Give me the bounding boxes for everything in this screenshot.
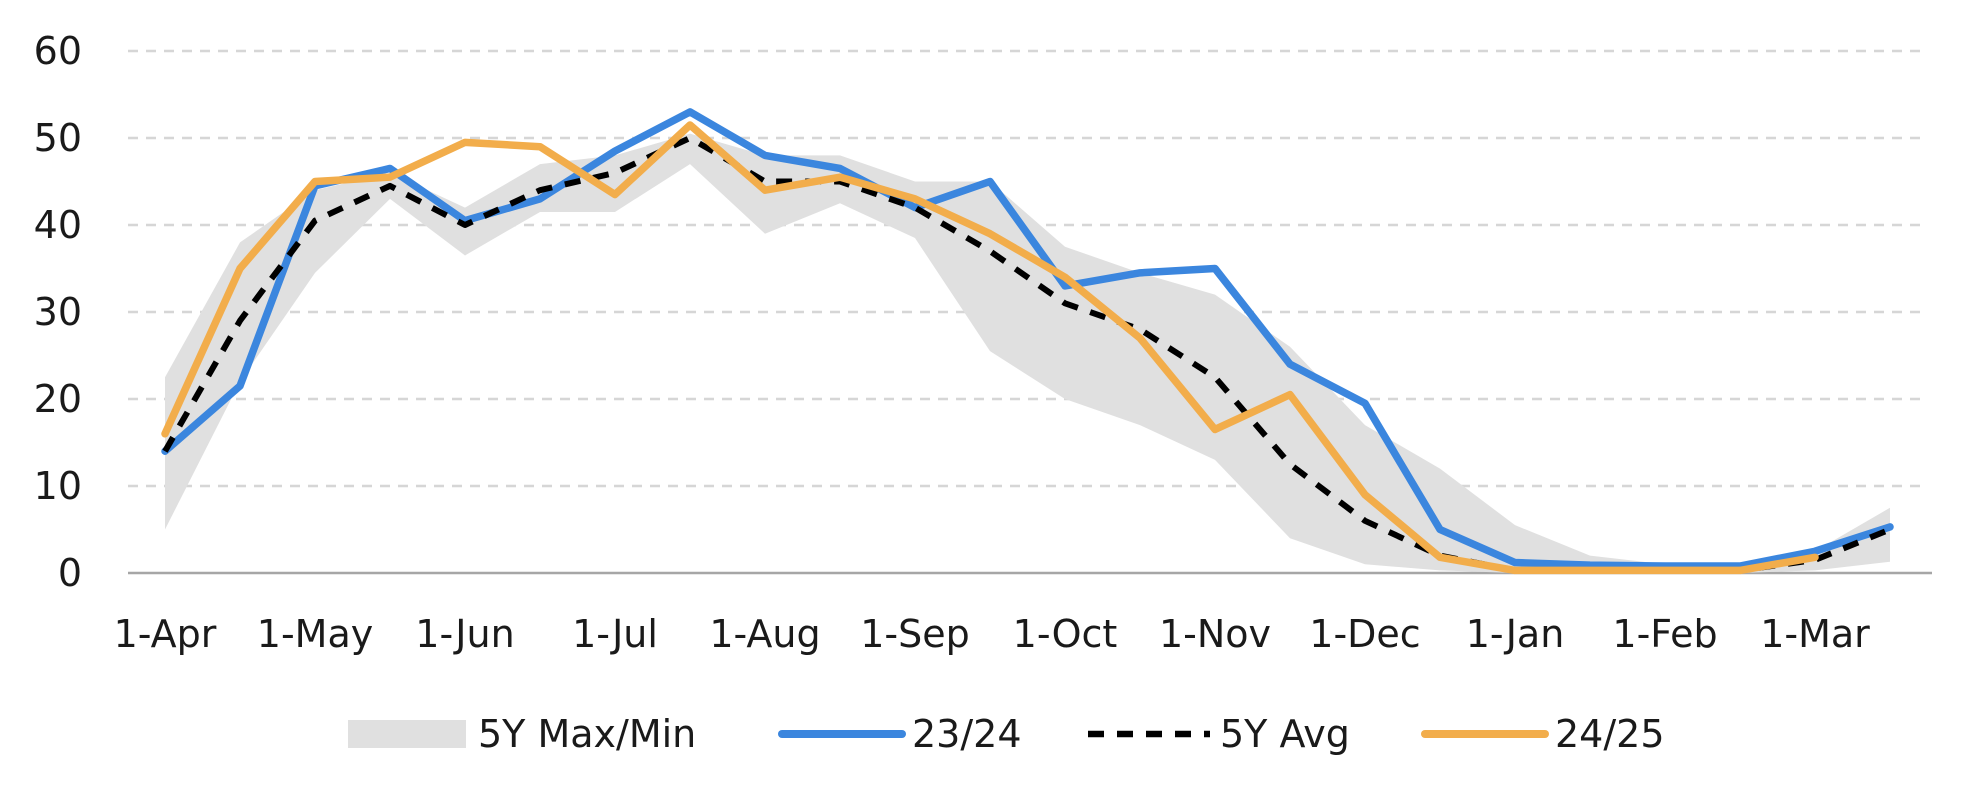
y-tick-label: 60: [34, 29, 82, 73]
y-axis: 0 10 20 30 40 50 60: [34, 29, 82, 595]
x-tick-label: 1-Mar: [1760, 612, 1870, 656]
series-line-5y-avg: [162, 135, 1892, 574]
x-tick-label: 1-Jun: [415, 612, 514, 656]
legend-label: 5Y Max/Min: [478, 712, 696, 756]
x-tick-label: 1-Aug: [709, 612, 820, 656]
legend-label: 5Y Avg: [1220, 712, 1350, 756]
x-tick-label: 1-Feb: [1612, 612, 1717, 656]
legend-label: 23/24: [912, 712, 1022, 756]
y-tick-label: 10: [34, 464, 82, 508]
x-tick-label: 1-Oct: [1013, 612, 1118, 656]
x-tick-label: 1-Nov: [1159, 612, 1271, 656]
legend-label: 24/25: [1555, 712, 1665, 756]
series-line-23-24: [161, 108, 1894, 570]
x-tick-label: 1-Jan: [1466, 612, 1565, 656]
y-tick-label: 20: [34, 377, 82, 421]
series-lines: [161, 108, 1894, 575]
y-tick-label: 30: [34, 290, 82, 334]
x-tick-label: 1-Jul: [572, 612, 658, 656]
legend: 5Y Max/Min 23/24 5Y Avg 24/25: [348, 712, 1665, 756]
band-5y-max-min: [165, 133, 1890, 573]
y-tick-label: 0: [58, 551, 82, 595]
band-layer: [165, 133, 1890, 573]
series-line-24-25: [161, 121, 1819, 575]
y-tick-label: 40: [34, 203, 82, 247]
x-axis: 1-Apr 1-May 1-Jun 1-Jul 1-Aug 1-Sep 1-Oct 1-Nov…: [114, 612, 1871, 656]
legend-swatch-5y-max-min: [348, 720, 466, 748]
x-tick-label: 1-Apr: [114, 612, 217, 656]
y-tick-label: 50: [34, 116, 82, 160]
x-tick-label: 1-Sep: [860, 612, 970, 656]
x-tick-label: 1-Dec: [1309, 612, 1420, 656]
x-tick-label: 1-May: [257, 612, 373, 656]
